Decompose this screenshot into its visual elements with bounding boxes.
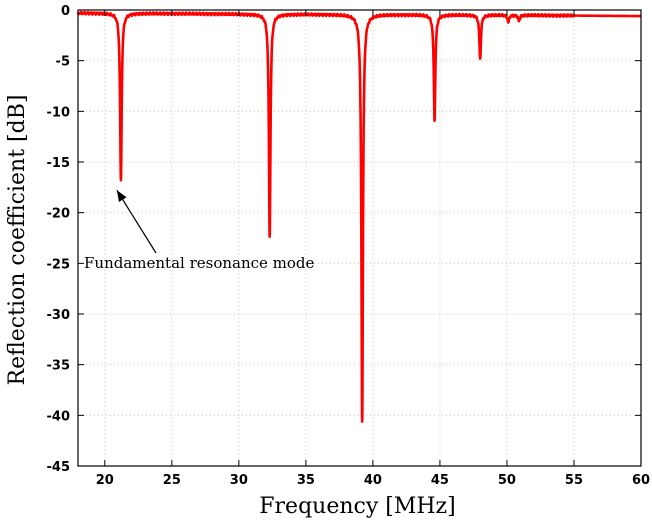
x-axis-title: Frequency [MHz] — [259, 494, 455, 519]
y-tick-label: -20 — [47, 207, 71, 222]
x-tick-label: 25 — [163, 473, 181, 488]
x-tick-label: 60 — [632, 473, 650, 488]
series-line — [76, 10, 643, 423]
x-tick-label: 45 — [431, 473, 449, 488]
y-tick-label: -45 — [47, 460, 71, 475]
y-tick-label: -5 — [56, 55, 70, 70]
x-tick-label: 40 — [364, 473, 382, 488]
y-tick-label: -40 — [47, 409, 71, 424]
plot-area — [76, 10, 643, 423]
y-axis-title: Reflection coefficient [dB] — [5, 95, 30, 386]
grid — [78, 10, 641, 466]
annotation-arrow — [116, 189, 157, 254]
axis-ticks: 20 25 30 35 40 45 50 55 60 0 -5 -10 -15 -20 -25 -30 -35 -… — [47, 4, 651, 488]
annotation-arrowhead — [116, 190, 127, 202]
y-tick-label: 0 — [61, 4, 70, 19]
x-tick-label: 55 — [565, 473, 583, 488]
x-tick-label: 20 — [96, 473, 114, 488]
y-tick-label: -35 — [47, 359, 71, 374]
y-tick-label: -25 — [47, 257, 71, 272]
x-tick-label: 30 — [230, 473, 248, 488]
y-tick-label: -15 — [47, 156, 71, 171]
annotation-fundamental-mode: Fundamental resonance mode — [84, 254, 315, 272]
x-tick-label: 35 — [297, 473, 315, 488]
annotation-layer: Fundamental resonance mode — [84, 189, 315, 272]
y-tick-label: -30 — [47, 308, 71, 323]
x-tick-label: 50 — [498, 473, 516, 488]
plot-frame — [77, 9, 642, 467]
y-tick-label: -10 — [47, 105, 71, 120]
